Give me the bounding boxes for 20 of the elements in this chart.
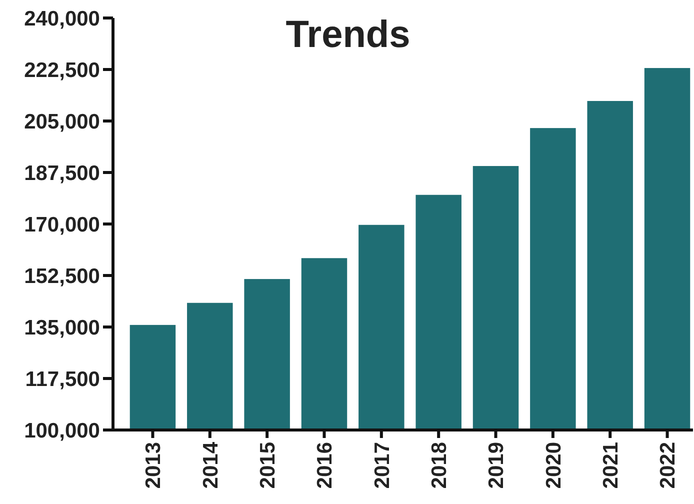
y-tick-label: 152,500 xyxy=(24,264,100,288)
y-tick-label: 100,000 xyxy=(24,419,100,442)
x-tick-label: 2014 xyxy=(199,442,222,489)
x-tick-label: 2022 xyxy=(656,442,680,489)
y-tick-label: 170,000 xyxy=(24,213,100,236)
y-tick-label: 240,000 xyxy=(24,7,100,30)
y-tick-label: 117,500 xyxy=(25,368,100,391)
y-tick-label: 187,500 xyxy=(24,162,100,185)
chart-title: Trends xyxy=(286,14,410,56)
x-tick-label: 2013 xyxy=(142,442,166,489)
y-tick-label: 135,000 xyxy=(24,316,100,340)
y-tick-label: 205,000 xyxy=(24,110,100,134)
x-tick-label: 2021 xyxy=(599,442,622,489)
x-tick-label: 2015 xyxy=(256,442,280,489)
y-tick-label: 222,500 xyxy=(24,58,100,82)
x-tick-label: 2018 xyxy=(428,442,451,489)
x-tick-label: 2017 xyxy=(370,442,394,489)
x-tick-label: 2019 xyxy=(485,442,508,489)
x-tick-label: 2016 xyxy=(314,442,337,489)
x-tick-label: 2020 xyxy=(542,442,566,489)
